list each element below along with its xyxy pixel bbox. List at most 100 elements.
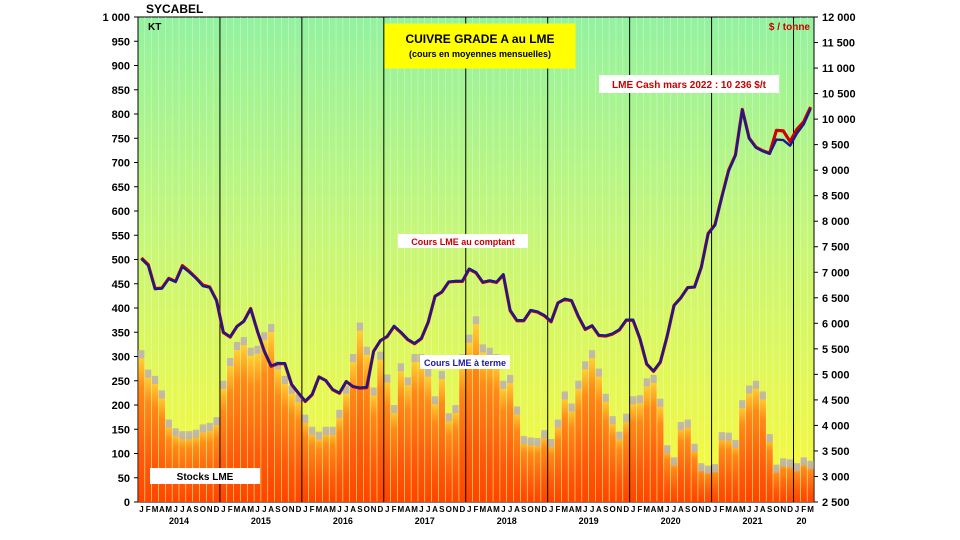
stock-bar	[554, 419, 562, 502]
stock-bar	[807, 460, 814, 502]
month-tick-label: A	[268, 505, 274, 514]
stock-bar	[595, 368, 603, 502]
month-tick-label: M	[411, 505, 418, 514]
stock-bar	[800, 457, 807, 502]
stock-bar	[206, 422, 213, 502]
stock-bar-cap	[800, 457, 807, 466]
stock-bar	[643, 378, 650, 502]
stock-bar-cap	[520, 436, 527, 445]
y2-tick-label: 2 500	[822, 497, 850, 509]
month-tick-label: A	[651, 505, 657, 514]
stock-bar	[493, 354, 500, 502]
y-tick-label: 300	[112, 352, 130, 364]
month-tick-label: J	[747, 505, 751, 514]
month-tick-label: A	[487, 505, 493, 514]
stock-bar	[725, 432, 732, 502]
stock-bar	[466, 334, 473, 502]
month-tick-label: N	[698, 505, 704, 514]
stock-bar-cap	[145, 369, 152, 378]
stock-bar-cap	[356, 322, 364, 331]
stock-bar-cap	[479, 344, 486, 353]
stocks-label-box	[150, 468, 260, 484]
cash-label-box	[398, 234, 528, 248]
month-tick-label: O	[528, 505, 534, 514]
month-tick-label: F	[392, 505, 397, 514]
stock-bar	[220, 380, 227, 502]
stock-bar-cap	[500, 380, 507, 389]
stock-bar-cap	[588, 350, 596, 359]
stock-bar	[418, 354, 425, 502]
stock-bar	[547, 438, 555, 502]
stock-bar	[711, 464, 719, 502]
stock-bar	[677, 421, 684, 502]
month-tick-label: J	[419, 505, 423, 514]
stock-bar	[186, 431, 193, 502]
month-tick-label: S	[275, 505, 281, 514]
month-tick-label: A	[159, 505, 165, 514]
y-tick-label: 350	[112, 327, 130, 339]
y-tick-label: 500	[112, 255, 130, 267]
stock-bar	[513, 406, 521, 502]
stock-bar	[609, 416, 616, 502]
month-tick-label: S	[603, 505, 609, 514]
stock-bar-cap	[507, 374, 514, 383]
stock-bar	[479, 344, 486, 502]
stock-bar-cap	[657, 398, 664, 407]
stock-bar	[295, 394, 302, 502]
y-tick-label: 850	[112, 85, 130, 97]
month-tick-label: O	[609, 505, 615, 514]
year-tick-label: 2016	[333, 516, 353, 526]
stock-bar	[588, 350, 596, 502]
stock-bar-cap	[582, 361, 589, 370]
stock-bar	[452, 405, 459, 502]
stock-bar-cap	[575, 380, 582, 389]
stock-bar-cap	[807, 460, 814, 469]
y2-tick-label: 5 000	[822, 369, 850, 381]
y2-tick-label: 8 000	[822, 216, 850, 228]
stock-bar-cap	[793, 463, 801, 472]
month-tick-label: M	[657, 505, 664, 514]
stock-bar-cap	[322, 426, 329, 435]
stock-bar-cap	[466, 334, 473, 343]
stock-bar	[274, 361, 282, 502]
y-tick-label: 150	[112, 424, 130, 436]
y-tick-label: 600	[112, 206, 130, 218]
month-tick-label: S	[439, 505, 445, 514]
stock-bar	[425, 368, 432, 502]
stock-bar	[718, 432, 725, 502]
stock-bar-cap	[725, 432, 732, 441]
stock-bar-cap	[302, 414, 309, 423]
stock-bar	[616, 431, 623, 502]
month-tick-label: O	[773, 505, 779, 514]
stock-bar	[213, 417, 220, 502]
y2-tick-label: 4 500	[822, 395, 850, 407]
stock-bar-cap	[165, 419, 172, 428]
month-tick-label: S	[767, 505, 773, 514]
stock-bar	[404, 377, 411, 502]
month-tick-label: A	[569, 505, 575, 514]
month-tick-label: A	[186, 505, 192, 514]
month-tick-label: A	[760, 505, 766, 514]
stock-bar-cap	[705, 465, 712, 474]
stock-bar-cap	[609, 416, 616, 425]
stock-bar-cap	[261, 332, 268, 341]
month-tick-label: F	[555, 505, 560, 514]
stock-bar	[786, 459, 794, 502]
month-tick-label: S	[685, 505, 691, 514]
stock-bar-cap	[240, 337, 247, 346]
stock-bar-cap	[472, 316, 480, 325]
stock-bar	[739, 400, 746, 502]
stock-bar-cap	[752, 380, 760, 389]
stock-bar	[705, 465, 712, 502]
month-tick-label: S	[357, 505, 363, 514]
stock-bar	[472, 316, 480, 502]
stock-bar	[575, 380, 582, 502]
stock-bar	[486, 347, 493, 502]
stock-bar	[534, 437, 541, 502]
stock-bar	[759, 391, 766, 502]
stock-bar-cap	[650, 374, 657, 383]
month-tick-label: J	[665, 505, 669, 514]
stock-bar-cap	[732, 439, 739, 448]
stock-bar	[670, 457, 678, 502]
month-tick-label: M	[234, 505, 241, 514]
